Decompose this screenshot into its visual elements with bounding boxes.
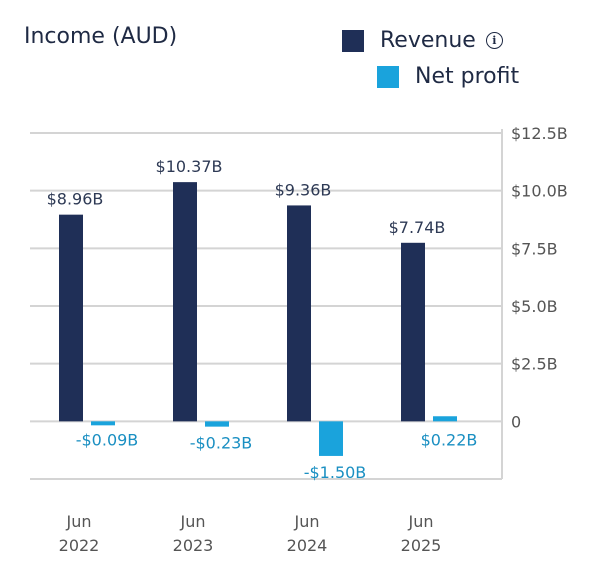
revenue-data-label: $10.37B [156, 157, 223, 176]
revenue-data-label: $7.74B [389, 218, 446, 237]
net-profit-bar [91, 421, 115, 426]
revenue-bar [173, 182, 197, 422]
x-tick-label-year: 2023 [173, 536, 214, 555]
x-tick-label-month: Jun [66, 512, 92, 531]
net-profit-data-label: -$0.09B [76, 430, 139, 449]
legend-item-revenue[interactable]: Revenue i [342, 28, 503, 53]
revenue-data-label: $8.96B [47, 190, 104, 209]
net-profit-data-label: -$1.50B [304, 463, 367, 482]
x-tick-label-month: Jun [294, 512, 320, 531]
chart-title: Income (AUD) [24, 24, 178, 49]
y-tick-label: $12.5B [511, 124, 568, 143]
legend-swatch-revenue [342, 29, 364, 52]
x-tick-label-year: 2024 [287, 536, 328, 555]
net-profit-bar [319, 421, 343, 456]
y-tick-label: $7.5B [511, 239, 558, 258]
net-profit-bar [433, 416, 457, 422]
x-tick-label-month: Jun [180, 512, 206, 531]
legend-item-net-profit[interactable]: Net profit [377, 64, 519, 89]
legend-swatch-net-profit [377, 65, 399, 88]
x-tick-label-month: Jun [408, 512, 434, 531]
revenue-bar [287, 205, 311, 422]
revenue-data-label: $9.36B [275, 180, 332, 199]
y-tick-label: $5.0B [511, 297, 558, 316]
legend-label-revenue: Revenue [380, 28, 476, 53]
revenue-bar [59, 214, 83, 422]
y-tick-label: $10.0B [511, 182, 568, 201]
net-profit-data-label: -$0.23B [190, 434, 253, 453]
x-tick-label-year: 2025 [401, 536, 442, 555]
net-profit-bar [205, 421, 229, 427]
info-icon[interactable]: i [485, 32, 503, 49]
legend-label-net-profit: Net profit [415, 64, 520, 89]
y-tick-label: 0 [511, 412, 521, 431]
x-tick-label-year: 2022 [59, 536, 100, 555]
revenue-bar [401, 242, 425, 422]
y-tick-label: $2.5B [511, 355, 558, 374]
net-profit-data-label: $0.22B [421, 430, 478, 449]
